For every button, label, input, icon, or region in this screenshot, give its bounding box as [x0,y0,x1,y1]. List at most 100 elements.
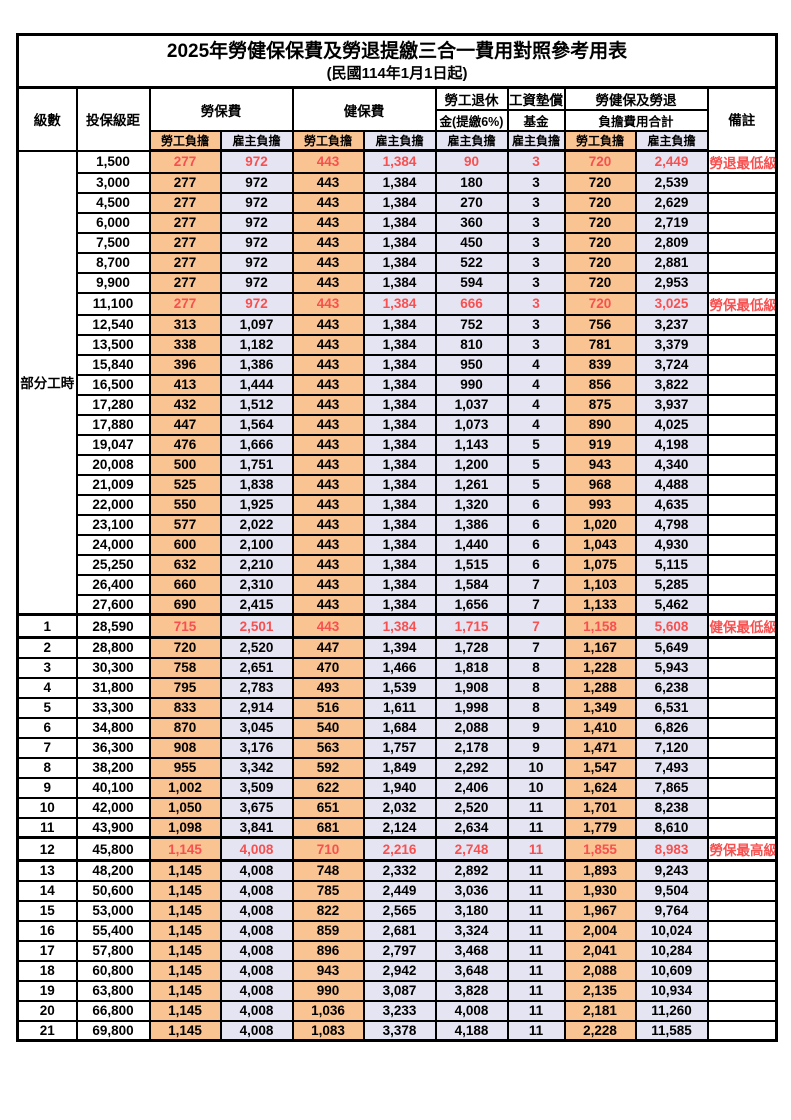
health-fee-employer-cell: 1,384 [362,373,437,396]
health-fee-employer-cell: 2,942 [362,959,437,982]
wage-fund-employer-cell: 11 [506,1019,566,1042]
table-row: 2 28,800 720 2,520 447 1,394 1,728 7 1,167 5,649 [16,636,778,659]
health-fee-employer-cell: 1,384 [362,493,437,516]
remark-cell [706,736,778,759]
wage-fund-employer-cell: 7 [506,636,566,659]
labor-fee-employee-cell: 396 [148,353,222,376]
pension-employer-cell: 522 [434,251,509,274]
pension-employer-cell: 2,748 [434,836,509,862]
labor-fee-employer-cell: 3,675 [219,796,294,819]
bracket-cell: 22,000 [75,493,151,516]
labor-fee-employer-cell: 2,210 [219,553,294,576]
pension-employer-cell: 3,324 [434,919,509,942]
table-row: 3,000 277 972 443 1,384 180 3 720 2,539 [18,171,778,194]
total-employer-cell: 9,504 [634,879,709,902]
total-employer-cell: 3,237 [634,313,709,336]
health-fee-employee-cell: 651 [291,796,365,819]
total-employee-cell: 720 [563,211,637,234]
table-row: 17,280 432 1,512 443 1,384 1,037 4 875 3,937 [18,393,778,416]
total-employee-cell: 720 [563,171,637,194]
pension-employer-cell: 1,584 [434,573,509,596]
wage-fund-employer-cell: 11 [506,859,566,882]
header-pension-line1: 勞工退休 [434,86,509,111]
health-fee-employer-cell: 1,384 [362,553,437,576]
table-row: 27,600 690 2,415 443 1,384 1,656 7 1,133 5,462 [18,593,778,616]
total-employer-cell: 4,798 [634,513,709,536]
header-pension-line2: 金(提繳6%) [434,109,509,132]
table-row: 22,000 550 1,925 443 1,384 1,320 6 993 4,635 [18,493,778,516]
labor-fee-employer-cell: 1,386 [219,353,294,376]
health-fee-employer-cell: 1,539 [362,676,437,699]
total-employer-cell: 5,285 [634,573,709,596]
pension-employer-cell: 2,634 [434,816,509,839]
pension-employer-cell: 1,908 [434,676,509,699]
bracket-cell: 17,880 [75,413,151,436]
bracket-cell: 17,280 [75,393,151,416]
remark-cell [706,231,778,254]
labor-fee-employer-cell: 3,509 [219,776,294,799]
health-fee-employer-cell: 1,384 [362,433,437,456]
remark-cell: 勞退最低級距 [706,149,778,174]
table-row: 4,500 277 972 443 1,384 270 3 720 2,629 [18,191,778,214]
level-cell: 6 [16,716,78,739]
header-labor-insurance: 勞保費 [148,86,294,132]
table-row: 12,540 313 1,097 443 1,384 752 3 756 3,237 [18,313,778,336]
wage-fund-employer-cell: 10 [506,756,566,779]
remark-cell [706,919,778,942]
table-row: 6 34,800 870 3,045 540 1,684 2,088 9 1,410 6,826 [16,716,778,739]
wage-fund-employer-cell: 6 [506,533,566,556]
labor-fee-employee-cell: 277 [148,291,222,316]
bracket-cell: 23,100 [75,513,151,536]
labor-fee-employer-cell: 4,008 [219,859,294,882]
wage-fund-employer-cell: 6 [506,553,566,576]
health-fee-employee-cell: 516 [291,696,365,719]
pension-employer-cell: 3,468 [434,939,509,962]
remark-cell [706,656,778,679]
bracket-cell: 25,250 [75,553,151,576]
bracket-cell: 43,900 [75,816,151,839]
health-fee-employer-cell: 1,384 [362,473,437,496]
wage-fund-employer-cell: 11 [506,939,566,962]
wage-fund-employer-cell: 3 [506,333,566,356]
labor-fee-employer-cell: 972 [219,271,294,294]
subheader-total-employer: 雇主負擔 [634,130,709,152]
labor-fee-employee-cell: 500 [148,453,222,476]
labor-fee-employee-cell: 476 [148,433,222,456]
bracket-cell: 11,100 [75,291,151,316]
total-employer-cell: 5,649 [634,636,709,659]
health-fee-employer-cell: 1,384 [362,573,437,596]
bracket-cell: 63,800 [75,979,151,1002]
labor-fee-employer-cell: 2,310 [219,573,294,596]
remark-cell [706,636,778,659]
labor-fee-employer-cell: 972 [219,171,294,194]
labor-fee-employee-cell: 1,145 [148,899,222,922]
total-employee-cell: 1,930 [563,879,637,902]
health-fee-employee-cell: 443 [291,171,365,194]
bracket-cell: 16,500 [75,373,151,396]
level-cell: 8 [16,756,78,779]
total-employee-cell: 1,288 [563,676,637,699]
labor-fee-employee-cell: 413 [148,373,222,396]
table-row: 21,009 525 1,838 443 1,384 1,261 5 968 4,488 [18,473,778,496]
health-fee-employer-cell: 1,466 [362,656,437,679]
total-employer-cell: 4,930 [634,533,709,556]
pension-employer-cell: 1,715 [434,613,509,639]
level-cell: 7 [16,736,78,759]
wage-fund-employer-cell: 3 [506,271,566,294]
pension-employer-cell: 180 [434,171,509,194]
health-fee-employee-cell: 443 [291,313,365,336]
total-employee-cell: 1,967 [563,899,637,922]
labor-fee-employer-cell: 1,838 [219,473,294,496]
pension-employer-cell: 450 [434,231,509,254]
level-cell: 16 [16,919,78,942]
total-employer-cell: 2,719 [634,211,709,234]
health-fee-employee-cell: 540 [291,716,365,739]
level-cell: 19 [16,979,78,1002]
total-employer-cell: 3,937 [634,393,709,416]
wage-fund-employer-cell: 9 [506,716,566,739]
total-employer-cell: 6,826 [634,716,709,739]
pension-employer-cell: 810 [434,333,509,356]
labor-fee-employee-cell: 833 [148,696,222,719]
health-fee-employer-cell: 1,384 [362,513,437,536]
total-employer-cell: 10,609 [634,959,709,982]
